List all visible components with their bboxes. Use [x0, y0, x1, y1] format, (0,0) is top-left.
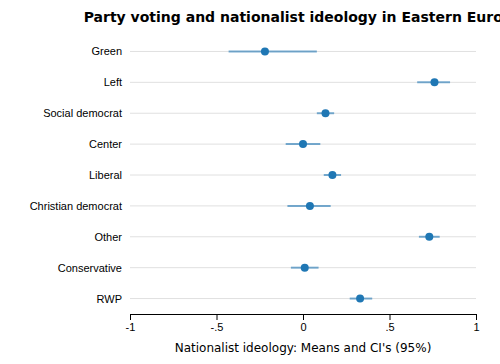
tick: .5	[385, 314, 394, 333]
tick-mark	[130, 314, 131, 320]
grid-line	[130, 205, 476, 206]
tick-label: Green	[91, 45, 122, 57]
grid-line	[130, 236, 476, 237]
tick-label: 1	[473, 321, 479, 333]
tick: 1	[473, 314, 479, 333]
tick-label: Other	[94, 231, 122, 243]
grid-line	[130, 113, 476, 114]
dot	[299, 140, 307, 148]
tick-label: Conservative	[58, 262, 122, 274]
tick: RWP	[97, 293, 130, 305]
tick: Left	[104, 76, 130, 88]
tick-label: 0	[300, 321, 306, 333]
dot	[430, 78, 438, 86]
title: Party voting and nationalist ideology in…	[84, 9, 500, 25]
grid-line	[130, 51, 476, 52]
tick: 0	[300, 314, 306, 333]
tick-label: Center	[89, 138, 122, 150]
grid-line	[130, 298, 476, 299]
tick-mark	[390, 314, 391, 320]
tick-mark	[476, 314, 477, 320]
tick-label: Christian democrat	[30, 200, 122, 212]
grid-line	[130, 175, 476, 176]
dot	[261, 47, 269, 55]
tick: Other	[94, 231, 130, 243]
dot	[321, 109, 329, 117]
tick: Green	[91, 45, 130, 57]
tick-label: Social democrat	[43, 107, 122, 119]
tick-label: Liberal	[89, 169, 122, 181]
grid	[130, 51, 476, 298]
chart: -1 -.5 0 .5 1 Green Left Social democrat Center L…	[0, 0, 500, 364]
plot-area: -1 -.5 0 .5 1 Green Left Social democrat Center L…	[30, 45, 480, 332]
marks	[229, 47, 450, 302]
dot	[356, 295, 364, 303]
tick: Social democrat	[43, 107, 130, 119]
tick-label: Left	[104, 76, 122, 88]
tick-label: RWP	[97, 293, 122, 305]
tick: Liberal	[89, 169, 130, 181]
dot	[306, 202, 314, 210]
grid-line	[130, 82, 476, 83]
tick: Conservative	[58, 262, 130, 274]
tick-label: .5	[385, 321, 394, 333]
x-axis: -1 -.5 0 .5 1	[126, 314, 480, 333]
dot	[328, 171, 336, 179]
tick-mark	[303, 314, 304, 320]
tick-label: -1	[126, 321, 136, 333]
tick: -.5	[211, 314, 224, 333]
x-axis-title: Nationalist ideology: Means and CI's (95…	[175, 341, 432, 355]
tick-mark	[217, 314, 218, 320]
error-bar	[229, 50, 317, 52]
dot	[425, 233, 433, 241]
axis-line	[131, 315, 477, 321]
tick: Christian democrat	[30, 200, 130, 212]
y-axis: Green Left Social democrat Center Liberal Chr…	[30, 45, 130, 304]
tick: -1	[126, 314, 136, 333]
tick-label: -.5	[211, 321, 224, 333]
dot	[301, 264, 309, 272]
tick: Center	[89, 138, 130, 150]
